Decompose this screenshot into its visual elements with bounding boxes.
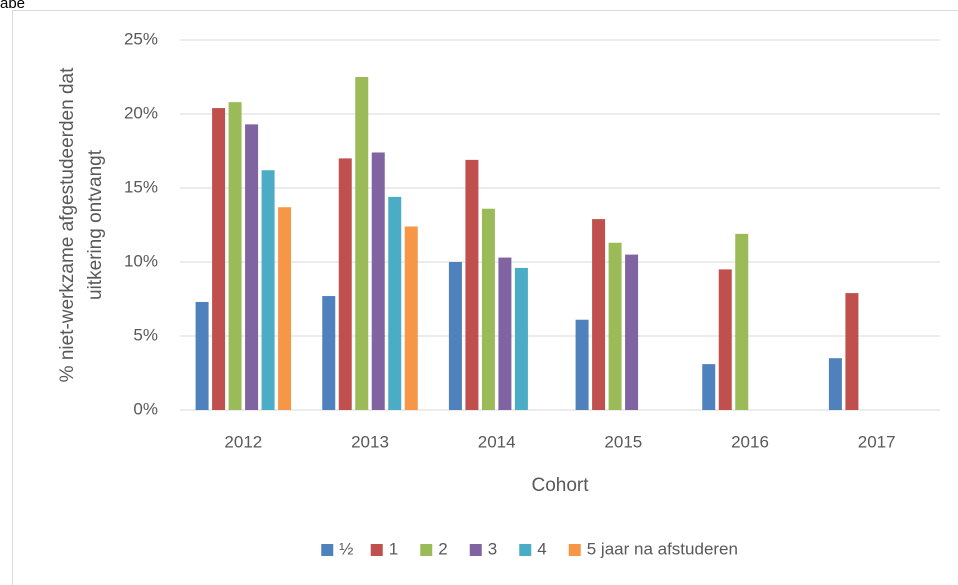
bar (845, 293, 859, 410)
bar (261, 170, 275, 410)
x-tick-label: 2013 (351, 432, 389, 451)
legend-swatch (321, 544, 334, 556)
bar (718, 269, 732, 410)
bar (228, 102, 242, 410)
legend-label: 1 (389, 539, 398, 558)
bar (388, 196, 402, 410)
bar (355, 77, 369, 410)
bar (608, 242, 622, 410)
bar (278, 207, 292, 410)
bar (498, 257, 512, 410)
legend-label: 2 (438, 539, 447, 558)
legend-swatch (420, 544, 433, 556)
legend-label: 5 jaar na afstuderen (587, 539, 738, 558)
bar (514, 267, 528, 410)
legend-swatch (469, 544, 482, 556)
bar (195, 301, 209, 410)
x-tick-label: 2016 (731, 432, 769, 451)
legend-label: ½ (339, 539, 353, 558)
bar (625, 254, 639, 410)
bar (702, 364, 716, 410)
x-tick-label: 2017 (858, 432, 896, 451)
bar (404, 226, 418, 410)
x-tick-label: 2014 (478, 432, 516, 451)
bar (828, 358, 842, 410)
legend-swatch (568, 544, 581, 556)
x-tick-label: 2012 (224, 432, 262, 451)
bar (338, 158, 352, 410)
bar (448, 262, 462, 410)
legend-label: 4 (537, 539, 546, 558)
bar (735, 233, 749, 410)
y-tick-label: 20% (124, 103, 158, 122)
bar (575, 319, 589, 410)
y-tick-label: 5% (133, 325, 158, 344)
legend-swatch (370, 544, 383, 556)
x-axis-label: Cohort (531, 475, 589, 496)
y-tick-label: 25% (124, 29, 158, 48)
bar (371, 152, 385, 411)
chart-frame (12, 10, 958, 585)
bar (465, 159, 479, 410)
bar (481, 208, 495, 410)
y-tick-label: 15% (124, 177, 158, 196)
x-tick-label: 2015 (604, 432, 642, 451)
bar (592, 219, 606, 410)
bar (322, 296, 336, 410)
y-axis-label: % niet-werkzame afgestudeerden dat (57, 67, 78, 382)
legend-swatch (519, 544, 532, 556)
page-label: abe (0, 0, 25, 12)
y-tick-label: 10% (124, 251, 158, 270)
legend-label: 3 (488, 539, 497, 558)
y-tick-label: 0% (133, 399, 158, 418)
bar (245, 124, 259, 411)
bar (212, 108, 226, 410)
y-axis-label: uitkering ontvangt (85, 149, 106, 300)
